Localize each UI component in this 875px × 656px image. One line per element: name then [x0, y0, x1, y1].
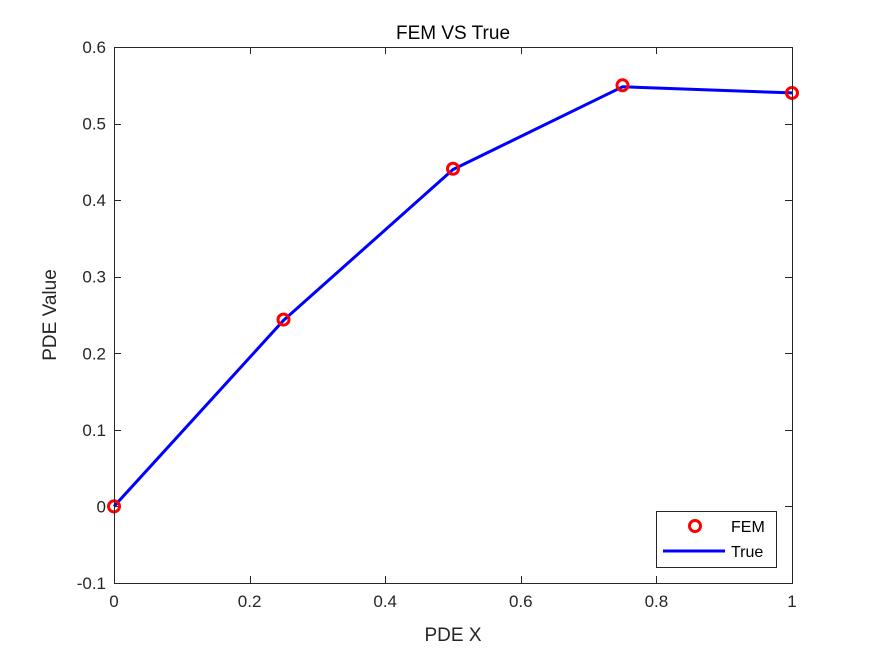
y-tick-label: 0.5 — [82, 115, 106, 134]
legend-fem-label: FEM — [731, 519, 765, 536]
tick-labels: 0 0.2 0.4 0.6 0.8 1-0.100.10.20.30.40.50.6 — [77, 38, 797, 611]
y-tick-label: 0.4 — [82, 191, 106, 210]
x-tick-label: 0.6 — [509, 592, 533, 611]
legend-fem-marker — [688, 519, 702, 533]
legend: FEM True — [656, 511, 777, 568]
y-tick-label: -0.1 — [77, 574, 106, 593]
y-tick-label: 0 — [97, 497, 106, 516]
series-layer — [107, 78, 799, 514]
x-tick-label: 0.8 — [645, 592, 669, 611]
x-tick-label: 0 — [109, 592, 118, 611]
x-tick-label: 0.2 — [238, 592, 262, 611]
y-tick-label: 0.3 — [82, 268, 106, 287]
x-axis-title: PDE X — [424, 625, 481, 646]
x-tick-label: 1 — [787, 592, 796, 611]
axes-box — [114, 47, 793, 584]
y-tick-label: 0.2 — [82, 344, 106, 363]
y-axis-title: PDE Value — [40, 269, 61, 361]
chart-title: FEM VS True — [396, 23, 510, 44]
true-series-line — [112, 85, 793, 508]
plot-area — [114, 47, 792, 583]
fem-data-point — [446, 161, 460, 176]
legend-box — [656, 511, 777, 568]
y-tick-label: 0.6 — [82, 38, 106, 57]
fem-data-point — [615, 78, 630, 93]
fem-data-point — [276, 312, 291, 327]
x-tick-label: 0.4 — [373, 592, 397, 611]
y-tick-label: 0.1 — [82, 421, 106, 440]
legend-true-label: True — [731, 544, 763, 561]
